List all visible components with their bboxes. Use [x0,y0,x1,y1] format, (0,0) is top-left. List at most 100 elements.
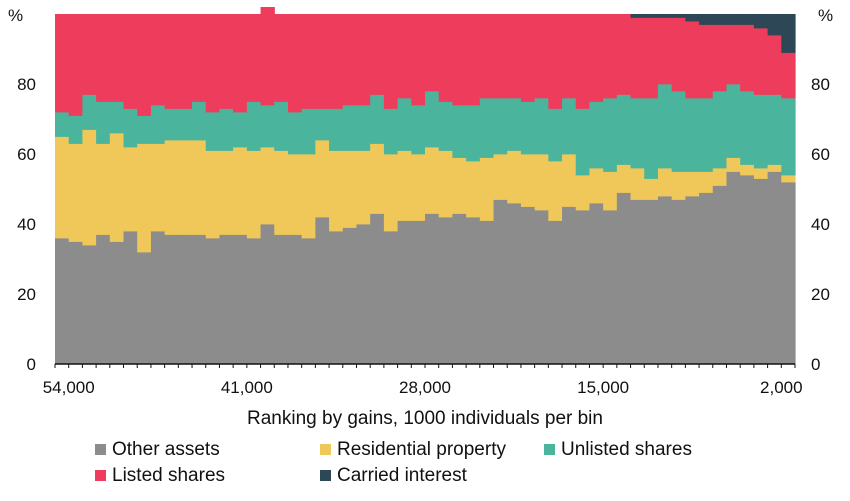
bar-other-assets [370,213,385,365]
bar-residential-property [370,143,385,214]
y-tick-label-right: 20 [811,285,830,304]
bar-listed-shares [520,14,536,102]
bar-unlisted-shares [370,94,385,144]
bar-residential-property [712,168,728,186]
bar-listed-shares [712,24,728,92]
bar-unlisted-shares [685,98,700,172]
bar-carried-interest [740,14,755,25]
bar-other-assets [767,171,782,365]
bar-listed-shares [630,17,645,99]
bar-residential-property [137,143,152,253]
bar-other-assets [109,241,125,365]
bar-unlisted-shares [287,112,303,155]
bar-residential-property [438,150,453,218]
bar-residential-property [123,147,138,232]
bar-other-assets [493,199,508,365]
bar-residential-property [726,157,741,172]
bar-other-assets [712,185,728,365]
bar-unlisted-shares [534,98,549,155]
bar-listed-shares [438,14,453,102]
x-tick-label: 41,000 [221,378,273,397]
bar-residential-property [575,175,591,211]
bar-other-assets [287,234,303,365]
bar-listed-shares [726,24,741,85]
y-tick-label-left: 60 [17,145,36,164]
bar-listed-shares [274,14,289,102]
bar-other-assets [383,231,399,365]
y-tick-label-right: 0 [811,355,820,374]
bar-residential-property [699,171,714,193]
bar-other-assets [123,231,138,365]
x-tick-label: 28,000 [399,378,451,397]
bar-other-assets [68,241,83,365]
legend-swatch-unlisted-shares [544,444,555,455]
y-ticks-left: 0 20 40 60 80 [17,75,36,374]
bar-other-assets [630,199,645,365]
bar-unlisted-shares [315,108,330,141]
y-tick-label-right: 80 [811,75,830,94]
bar-listed-shares [356,14,371,106]
bar-other-assets [425,213,440,365]
legend-swatch-residential-property [320,444,331,455]
bar-listed-shares [657,17,673,85]
bar-carried-interest [726,14,741,25]
bar-other-assets [575,210,591,365]
bar-other-assets [699,192,714,365]
bar-other-assets [137,252,152,365]
bar-listed-shares [342,14,358,106]
bar-residential-property [452,157,467,214]
bar-residential-property [342,150,358,228]
bar-residential-property [150,143,166,232]
bar-unlisted-shares [260,105,275,148]
bar-listed-shares [753,28,769,95]
bar-unlisted-shares [479,98,495,158]
bar-listed-shares [164,14,179,109]
bar-other-assets [274,234,289,365]
bar-other-assets [644,199,659,365]
bar-listed-shares [233,14,248,113]
bar-other-assets [315,217,330,365]
bar-unlisted-shares [616,94,632,165]
bar-other-assets [397,220,412,365]
bar-residential-property [644,178,659,200]
bar-other-assets [781,182,796,365]
bar-listed-shares [301,14,316,109]
bar-unlisted-shares [137,115,152,144]
bar-unlisted-shares [644,98,659,179]
bar-listed-shares [493,14,508,99]
bar-other-assets [520,206,536,365]
bar-listed-shares [425,14,440,92]
bar-residential-property [192,140,207,235]
bar-unlisted-shares [219,108,234,151]
bar-other-assets [356,224,371,365]
bar-listed-shares [192,14,207,102]
bar-unlisted-shares [164,108,179,141]
bar-residential-property [287,154,303,235]
legend-swatch-carried-interest [320,470,331,481]
bar-residential-property [274,150,289,235]
bar-residential-property [507,150,522,204]
bar-unlisted-shares [150,105,166,144]
bar-residential-property [589,168,604,204]
bar-other-assets [150,231,166,365]
bar-residential-property [479,157,495,221]
bar-other-assets [411,220,426,365]
bar-unlisted-shares [781,98,796,176]
bar-unlisted-shares [520,101,536,155]
bar-unlisted-shares [548,108,563,162]
bar-listed-shares [397,14,412,99]
bar-other-assets [562,206,577,365]
bar-unlisted-shares [740,91,755,165]
bar-residential-property [548,161,563,221]
bar-unlisted-shares [123,108,138,148]
bar-other-assets [342,227,358,365]
bar-unlisted-shares [575,108,591,176]
bar-unlisted-shares [383,108,399,155]
x-tick-label: 54,000 [43,378,95,397]
x-tick-label: 15,000 [577,378,629,397]
bar-unlisted-shares [356,105,371,151]
bar-residential-property [657,168,673,197]
bar-unlisted-shares [630,98,645,169]
bar-listed-shares [507,14,522,99]
